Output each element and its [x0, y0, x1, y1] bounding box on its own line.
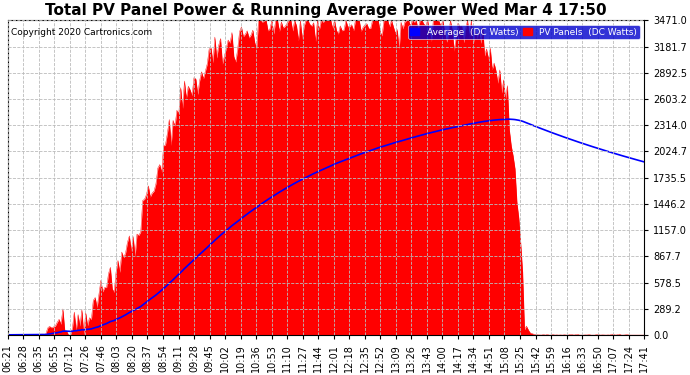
Text: Copyright 2020 Cartronics.com: Copyright 2020 Cartronics.com [11, 28, 152, 37]
Legend: Average  (DC Watts), PV Panels  (DC Watts): Average (DC Watts), PV Panels (DC Watts) [408, 25, 640, 39]
Title: Total PV Panel Power & Running Average Power Wed Mar 4 17:50: Total PV Panel Power & Running Average P… [45, 3, 607, 18]
